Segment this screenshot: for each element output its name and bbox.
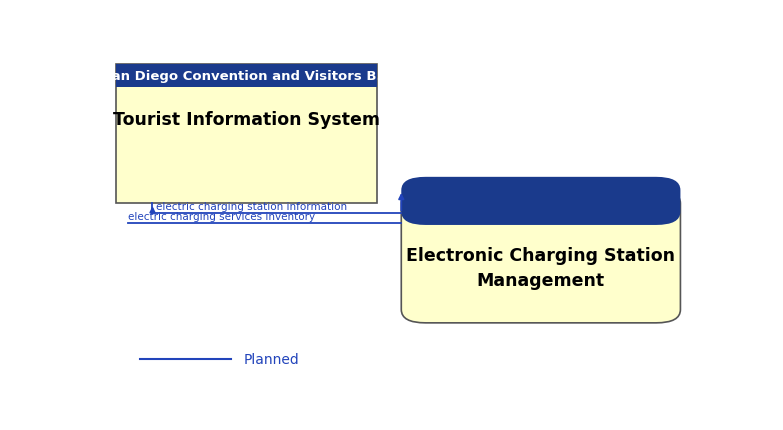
Text: Electronic Charging Station
Management: Electronic Charging Station Management [406, 246, 676, 289]
FancyBboxPatch shape [116, 65, 377, 204]
Text: San Diego Convention and Visitors B...: San Diego Convention and Visitors B... [102, 70, 392, 83]
Text: Planned: Planned [244, 353, 299, 366]
FancyBboxPatch shape [402, 178, 680, 225]
Text: electric charging station information: electric charging station information [156, 201, 347, 211]
Text: electric charging services inventory: electric charging services inventory [128, 212, 316, 222]
Text: Tourist Information System: Tourist Information System [113, 111, 380, 129]
FancyBboxPatch shape [402, 201, 680, 212]
FancyBboxPatch shape [116, 65, 377, 88]
FancyBboxPatch shape [402, 190, 680, 323]
